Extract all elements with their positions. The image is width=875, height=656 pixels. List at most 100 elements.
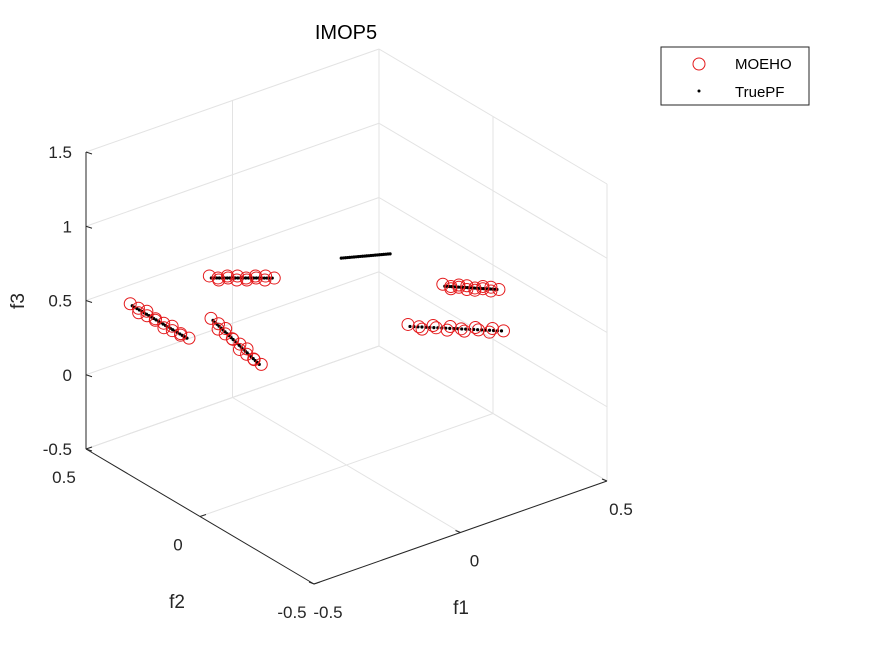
truepf-point — [237, 343, 241, 347]
moeho-point — [174, 327, 188, 341]
z-axis-label: f3 — [8, 293, 29, 309]
x-tick-label: 0 — [470, 552, 479, 571]
moeho-point — [436, 277, 450, 291]
moeho-point — [212, 317, 226, 331]
moeho-point — [444, 282, 458, 296]
moeho-point — [157, 321, 171, 335]
y-tick — [313, 581, 321, 585]
truepf-point — [137, 308, 141, 312]
truepf-point — [464, 327, 468, 331]
truepf-point — [493, 287, 497, 291]
truepf-point — [472, 286, 476, 290]
moeho-point — [452, 280, 466, 294]
moeho-point — [254, 357, 268, 371]
moeho-point — [123, 297, 137, 311]
y-tick-label: 0.5 — [52, 468, 76, 487]
moeho-point — [211, 322, 225, 336]
moeho-point — [212, 273, 226, 287]
moeho-point — [165, 319, 179, 333]
axes-grid — [85, 48, 608, 585]
truepf-point — [178, 332, 182, 336]
truepf-point — [420, 325, 424, 329]
moeho-point — [219, 322, 233, 336]
moeho-point — [482, 325, 496, 339]
x-tick — [601, 478, 608, 482]
truepf-point — [476, 328, 480, 332]
truepf-point — [448, 326, 452, 330]
series-moeho — [123, 269, 510, 371]
moeho-point — [258, 273, 272, 287]
moeho-point — [412, 320, 426, 334]
moeho-point — [140, 309, 154, 323]
moeho-point — [182, 331, 196, 345]
grid-line — [85, 48, 380, 153]
y-tick — [85, 446, 93, 450]
grid-line — [85, 122, 380, 227]
truepf-point — [460, 327, 464, 331]
moeho-point — [132, 306, 146, 320]
truepf-point — [231, 337, 235, 342]
series-truepf — [130, 252, 504, 366]
legend-marker-moeho — [692, 57, 706, 71]
truepf-point — [215, 276, 219, 280]
legend-box — [660, 46, 810, 106]
x-tick-label: -0.5 — [313, 603, 342, 622]
grid-line — [378, 197, 608, 333]
axis-ticks: -0.5 0 0.5 -0.5 0 0.5 -0.5 0 0.5 1 1.5 — [43, 143, 633, 622]
moeho-point — [457, 324, 471, 338]
moeho-point — [249, 271, 263, 285]
moeho-point — [140, 304, 154, 318]
z-tick-label: 0.5 — [48, 292, 72, 311]
truepf-point — [217, 276, 221, 280]
moeho-point — [232, 342, 246, 356]
moeho-point — [454, 322, 468, 336]
moeho-point — [497, 324, 510, 338]
moeho-point — [233, 337, 247, 351]
truepf-point — [487, 328, 492, 332]
moeho-point — [440, 323, 454, 337]
moeho-point — [443, 319, 457, 333]
truepf-point — [408, 324, 412, 329]
x-tick — [308, 581, 315, 585]
moeho-point — [485, 322, 499, 336]
z-tick-label: 1 — [63, 217, 72, 236]
moeho-point — [426, 318, 440, 332]
moeho-point — [476, 282, 490, 296]
truepf-point — [161, 322, 165, 326]
z-tick — [85, 225, 93, 229]
y-tick-label: 0 — [173, 536, 182, 555]
moeho-point — [165, 324, 179, 338]
z-tick — [85, 374, 93, 378]
moeho-point — [148, 312, 162, 326]
truepf-point — [245, 351, 249, 355]
moeho-point — [468, 321, 482, 335]
legend: MOEHO TruePF — [660, 46, 810, 106]
x-axis-label: f1 — [453, 598, 469, 619]
moeho-point — [468, 283, 482, 297]
truepf-point — [236, 276, 240, 280]
truepf-point — [456, 285, 461, 289]
moeho-point — [157, 316, 171, 330]
truepf-point — [465, 286, 470, 290]
truepf-point — [481, 287, 485, 291]
moeho-point — [240, 273, 254, 287]
moeho-point — [131, 301, 145, 315]
grid-line — [85, 271, 380, 376]
axes-lines — [85, 152, 608, 585]
grid-line — [199, 413, 494, 517]
moeho-point — [401, 317, 415, 331]
z-tick-label: 0 — [63, 366, 72, 385]
truepf-point — [499, 329, 504, 333]
moeho-point — [240, 342, 254, 356]
truepf-point — [171, 328, 175, 332]
grid-line — [85, 197, 380, 301]
truepf-point — [388, 252, 392, 256]
truepf-point — [144, 312, 149, 316]
truepf-point — [251, 357, 255, 361]
moeho-point — [230, 269, 244, 283]
truepf-point — [254, 276, 258, 280]
legend-label-moeho: MOEHO — [735, 56, 792, 73]
grid-line — [378, 271, 608, 408]
moeho-point — [415, 322, 429, 336]
grid-line — [85, 345, 380, 450]
